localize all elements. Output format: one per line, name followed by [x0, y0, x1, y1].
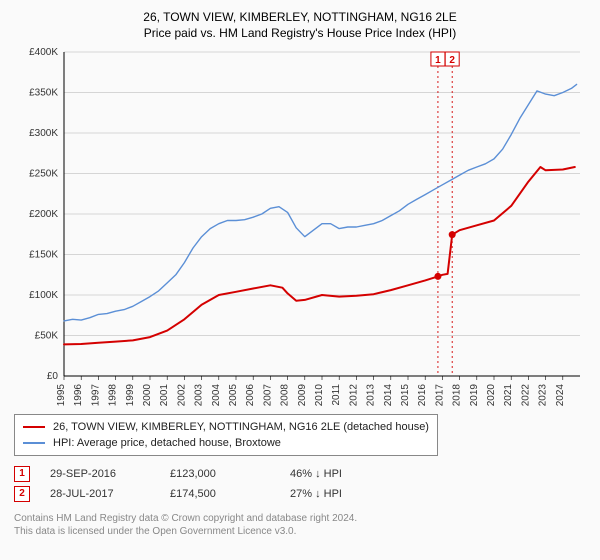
event-diff: 46% ↓ HPI: [290, 464, 410, 484]
legend-swatch: [23, 442, 45, 443]
svg-text:2018: 2018: [452, 384, 463, 407]
svg-text:1997: 1997: [90, 384, 101, 407]
svg-text:2023: 2023: [538, 384, 549, 407]
svg-text:2001: 2001: [159, 384, 170, 407]
legend-label: HPI: Average price, detached house, Brox…: [53, 435, 281, 451]
footer-attribution: Contains HM Land Registry data © Crown c…: [14, 512, 586, 538]
svg-text:2005: 2005: [228, 384, 239, 407]
svg-text:2024: 2024: [555, 384, 566, 407]
svg-text:2012: 2012: [348, 384, 359, 407]
svg-text:2007: 2007: [262, 384, 273, 407]
svg-text:2003: 2003: [194, 384, 205, 407]
chart-svg: £0 £50K £100K £150K £200K £250K £300K £350K £400…: [14, 46, 586, 408]
svg-text:£250K: £250K: [29, 169, 58, 180]
svg-text:2020: 2020: [486, 384, 497, 407]
svg-text:1996: 1996: [73, 384, 84, 407]
svg-text:2002: 2002: [176, 384, 187, 407]
svg-text:2019: 2019: [469, 384, 480, 407]
svg-text:2015: 2015: [400, 384, 411, 407]
svg-text:2008: 2008: [280, 384, 291, 407]
legend-item: HPI: Average price, detached house, Brox…: [23, 435, 429, 451]
svg-text:£150K: £150K: [29, 250, 58, 261]
svg-text:1: 1: [435, 55, 441, 66]
events-table: 1 29-SEP-2016 £123,000 46% ↓ HPI 2 28-JUL-201…: [14, 464, 586, 504]
event-price: £174,500: [170, 484, 270, 504]
event-diff: 27% ↓ HPI: [290, 484, 410, 504]
legend-swatch: [23, 426, 45, 428]
titles: 26, TOWN VIEW, KIMBERLEY, NOTTINGHAM, NG…: [14, 10, 586, 40]
svg-text:2004: 2004: [211, 384, 222, 407]
svg-text:£400K: £400K: [29, 47, 58, 58]
svg-text:1998: 1998: [108, 384, 119, 407]
event-badge: 1: [14, 466, 30, 482]
chart-container: 26, TOWN VIEW, KIMBERLEY, NOTTINGHAM, NG…: [0, 0, 600, 560]
svg-text:1999: 1999: [125, 384, 136, 407]
svg-text:2006: 2006: [245, 384, 256, 407]
svg-text:£350K: £350K: [29, 88, 58, 99]
svg-text:2013: 2013: [366, 384, 377, 407]
svg-text:£50K: £50K: [35, 331, 59, 342]
legend-item: 26, TOWN VIEW, KIMBERLEY, NOTTINGHAM, NG…: [23, 419, 429, 435]
svg-text:2014: 2014: [383, 384, 394, 407]
svg-text:2000: 2000: [142, 384, 153, 407]
svg-text:£300K: £300K: [29, 128, 58, 139]
event-date: 29-SEP-2016: [50, 464, 150, 484]
svg-text:2: 2: [449, 55, 455, 66]
svg-text:2016: 2016: [417, 384, 428, 407]
chart-plot: £0 £50K £100K £150K £200K £250K £300K £350K £400…: [14, 46, 586, 408]
legend: 26, TOWN VIEW, KIMBERLEY, NOTTINGHAM, NG…: [14, 414, 438, 456]
footer-line-1: Contains HM Land Registry data © Crown c…: [14, 512, 586, 525]
svg-text:1995: 1995: [56, 384, 67, 407]
event-row: 1 29-SEP-2016 £123,000 46% ↓ HPI: [14, 464, 586, 484]
event-price: £123,000: [170, 464, 270, 484]
chart-subtitle: Price paid vs. HM Land Registry's House …: [14, 26, 586, 40]
svg-text:2021: 2021: [503, 384, 514, 407]
svg-text:£200K: £200K: [29, 209, 58, 220]
svg-text:2010: 2010: [314, 384, 325, 407]
svg-text:2022: 2022: [520, 384, 531, 407]
chart-title: 26, TOWN VIEW, KIMBERLEY, NOTTINGHAM, NG…: [14, 10, 586, 24]
event-date: 28-JUL-2017: [50, 484, 150, 504]
footer-line-2: This data is licensed under the Open Gov…: [14, 525, 586, 538]
svg-text:2017: 2017: [434, 384, 445, 407]
event-row: 2 28-JUL-2017 £174,500 27% ↓ HPI: [14, 484, 586, 504]
event-badge: 2: [14, 486, 30, 502]
svg-text:£100K: £100K: [29, 290, 58, 301]
svg-text:£0: £0: [47, 371, 59, 382]
svg-text:2011: 2011: [331, 384, 342, 406]
svg-text:2009: 2009: [297, 384, 308, 407]
legend-label: 26, TOWN VIEW, KIMBERLEY, NOTTINGHAM, NG…: [53, 419, 429, 435]
